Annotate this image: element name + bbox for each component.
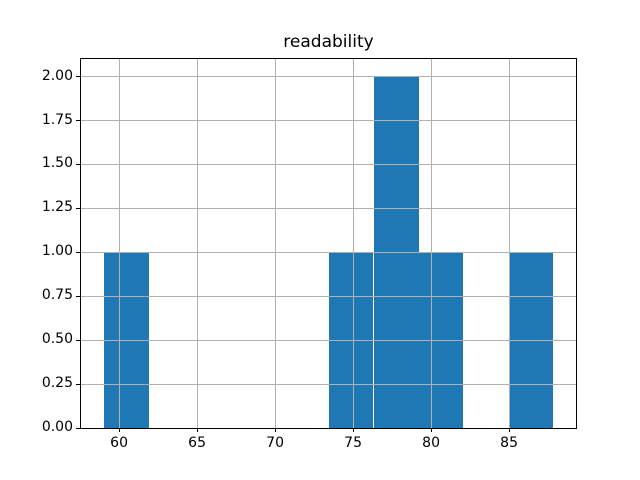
gridline-horizontal [81, 163, 576, 165]
gridline-vertical [118, 59, 120, 428]
x-tick-mark [274, 428, 276, 432]
x-tick-label: 75 [344, 435, 362, 451]
gridline-vertical [508, 59, 510, 428]
gridline-horizontal [81, 383, 576, 385]
y-tick-mark [76, 207, 80, 209]
gridline-vertical [352, 59, 354, 428]
y-tick-label: 1.00 [41, 243, 73, 260]
y-tick-mark [76, 120, 80, 121]
gridline-vertical [274, 59, 276, 428]
gridline-horizontal [81, 339, 576, 341]
y-tick-label: 0.50 [41, 331, 73, 348]
x-tick-label: 70 [266, 435, 284, 451]
x-tick-label: 85 [500, 435, 518, 451]
y-tick-mark [76, 427, 80, 429]
x-tick-mark [196, 428, 198, 432]
y-tick-label: 0.25 [41, 375, 73, 392]
y-tick-mark [76, 383, 80, 385]
y-tick-label: 1.50 [41, 155, 73, 172]
x-tick-mark [118, 428, 120, 432]
y-tick-mark [76, 295, 80, 297]
plot-area: 60 65 70 75 80 85 0.00 0.25 0.50 0.75 1.00 1.25 1.50… [42, 58, 577, 451]
x-tick-label: 80 [422, 435, 440, 451]
x-tick-label: 60 [110, 435, 128, 451]
gridline-horizontal [81, 76, 576, 78]
x-tick-label: 65 [188, 435, 206, 451]
x-tick-mark [508, 428, 510, 432]
y-tick-label: 0.75 [41, 287, 73, 304]
x-tick-mark [430, 428, 432, 432]
gridline-vertical [196, 59, 198, 428]
y-tick-label: 1.25 [41, 199, 73, 216]
y-tick-label: 0.00 [41, 419, 73, 435]
x-tick-mark [352, 428, 354, 432]
y-tick-label: 2.00 [41, 67, 73, 84]
y-tick-mark [76, 163, 80, 165]
gridline-vertical [430, 59, 432, 428]
gridline-horizontal [81, 295, 576, 297]
chart-title: readability [283, 32, 374, 52]
gridline-horizontal [81, 120, 576, 121]
gridline-horizontal [81, 251, 576, 253]
y-tick-mark [76, 339, 80, 341]
y-tick-mark [76, 251, 80, 253]
y-tick-mark [76, 76, 80, 78]
gridline-horizontal [81, 207, 576, 209]
y-tick-label: 1.75 [41, 111, 73, 128]
